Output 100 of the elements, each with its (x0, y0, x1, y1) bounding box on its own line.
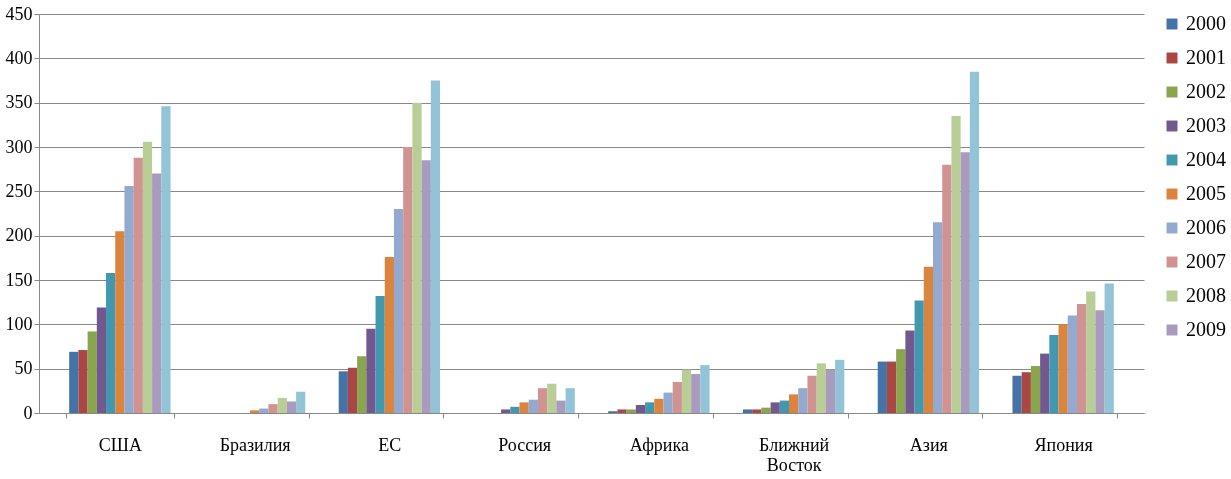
bar (969, 71, 980, 413)
bar (1040, 353, 1050, 413)
bar (923, 266, 933, 413)
bar (384, 256, 394, 413)
bar (375, 295, 385, 413)
x-tick-label: Россия (498, 434, 552, 455)
y-tick-label: 200 (5, 225, 33, 246)
legend-label: 2001 (1186, 46, 1226, 68)
bar (1030, 366, 1041, 413)
bar (142, 141, 153, 413)
bar (338, 371, 348, 413)
bar (752, 409, 762, 413)
bar (124, 186, 134, 413)
bar (933, 222, 943, 413)
bar (556, 400, 566, 413)
bar (825, 369, 836, 413)
bar (645, 402, 655, 413)
bar (951, 115, 961, 413)
bar (69, 351, 79, 413)
legend-label: 2002 (1186, 80, 1226, 102)
x-tick-label: Африка (629, 434, 689, 455)
bar (268, 404, 278, 413)
bar (106, 272, 116, 413)
bar (96, 307, 107, 413)
bar (161, 106, 171, 413)
bar (798, 388, 808, 413)
bar (393, 209, 404, 413)
legend-label: 2005 (1186, 182, 1226, 204)
bar (421, 160, 431, 413)
bar (403, 147, 413, 413)
bar (626, 409, 636, 413)
bar (896, 349, 906, 413)
bar (547, 383, 557, 413)
bar (960, 152, 970, 413)
bar (654, 398, 664, 413)
bar (807, 375, 817, 413)
bar (789, 394, 799, 413)
bar (1086, 291, 1096, 413)
bar (412, 102, 422, 413)
x-tick-label: Ближний Восток (759, 434, 830, 475)
y-tick-label: 350 (5, 92, 33, 113)
bar (1104, 283, 1114, 413)
bar (286, 401, 297, 413)
bar (691, 373, 701, 413)
bar (835, 359, 845, 413)
bar (537, 388, 548, 413)
bar (519, 402, 529, 413)
bar (635, 405, 646, 413)
bar (133, 157, 143, 413)
y-tick-label: 50 (14, 358, 33, 379)
y-tick-label: 450 (5, 3, 33, 24)
legend-label: 2008 (1186, 284, 1226, 306)
x-tick-label: Япония (1034, 434, 1093, 455)
bar (430, 80, 441, 413)
bar (296, 391, 306, 413)
bar (510, 406, 520, 413)
y-tick-label: 100 (5, 313, 33, 334)
bar (1049, 334, 1059, 413)
x-tick-label: Бразилия (219, 434, 291, 455)
bar (1095, 310, 1105, 413)
bar (761, 407, 771, 413)
y-tick-label: 0 (23, 402, 33, 423)
bar (152, 173, 162, 413)
bar (347, 367, 358, 413)
y-tick-label: 300 (5, 136, 33, 157)
x-tick-label: ЕС (378, 434, 402, 455)
x-tick-label: США (98, 434, 142, 455)
bar (1012, 375, 1022, 413)
legend-label: 2000 (1186, 12, 1226, 34)
bar (250, 410, 260, 413)
bar (700, 365, 710, 413)
legend-label: 2003 (1186, 114, 1226, 136)
bar (877, 361, 887, 413)
bar (366, 328, 376, 413)
y-tick-label: 400 (5, 47, 33, 68)
bar (905, 330, 915, 413)
legend-label: 2006 (1186, 216, 1226, 238)
bar (770, 402, 780, 413)
bar (1021, 372, 1031, 413)
bar (565, 388, 575, 413)
x-tick-label: Азия (909, 434, 948, 455)
bar (1076, 303, 1087, 413)
bar (1067, 315, 1077, 413)
bar (942, 164, 952, 413)
bar (742, 409, 753, 413)
bar (528, 399, 538, 413)
bar (886, 361, 897, 413)
bar (357, 356, 367, 413)
y-tick-label: 150 (5, 269, 33, 290)
bar (779, 400, 790, 413)
bar (672, 381, 682, 413)
bar (681, 369, 692, 413)
bar (115, 231, 125, 413)
legend-label: 2007 (1186, 250, 1226, 272)
bar (277, 397, 287, 413)
bar (914, 300, 924, 413)
bar (501, 409, 511, 413)
bar (617, 409, 627, 413)
y-tick-label: 250 (5, 180, 33, 201)
bar (1058, 324, 1068, 413)
